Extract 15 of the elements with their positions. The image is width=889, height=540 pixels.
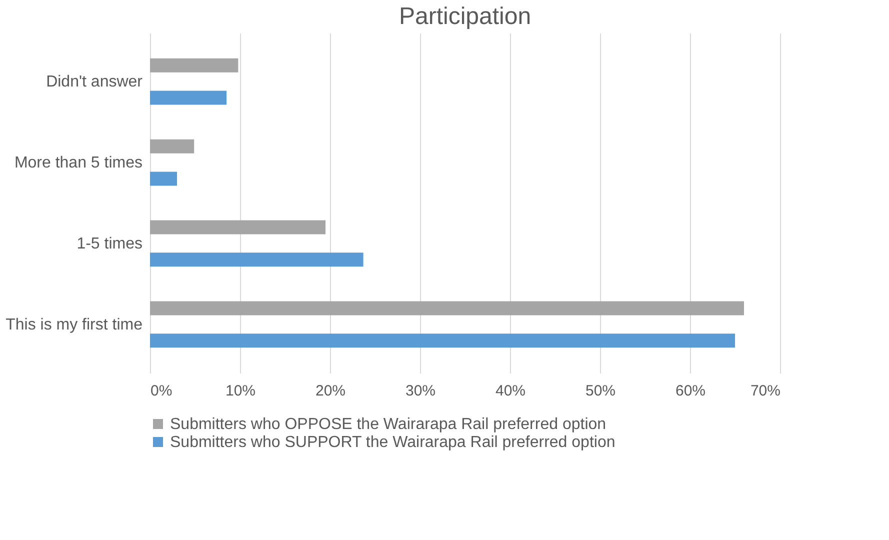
- x-tick-label: 40%: [495, 382, 526, 400]
- y-tick-label: More than 5 times: [14, 154, 142, 172]
- legend-label: Submitters who OPPOSE the Wairarapa Rail preferred option: [170, 416, 606, 433]
- y-tick-label: This is my first time: [6, 316, 143, 334]
- y-tick-label: Didn't answer: [46, 74, 144, 91]
- x-tick-label: 10%: [225, 382, 256, 400]
- legend-label: Submitters who SUPPORT the Wairarapa Rail preferred option: [170, 434, 616, 451]
- x-tick-label: 0%: [150, 382, 172, 400]
- y-tick-label: 1-5 times: [76, 235, 142, 252]
- x-tick-label: 50%: [585, 382, 616, 400]
- x-tick-label: 60%: [675, 382, 706, 400]
- x-tick-label: 30%: [405, 382, 436, 400]
- x-tick-label: 70%: [750, 382, 780, 400]
- x-tick-label: 20%: [315, 382, 346, 400]
- chart-title: Participation: [398, 3, 532, 30]
